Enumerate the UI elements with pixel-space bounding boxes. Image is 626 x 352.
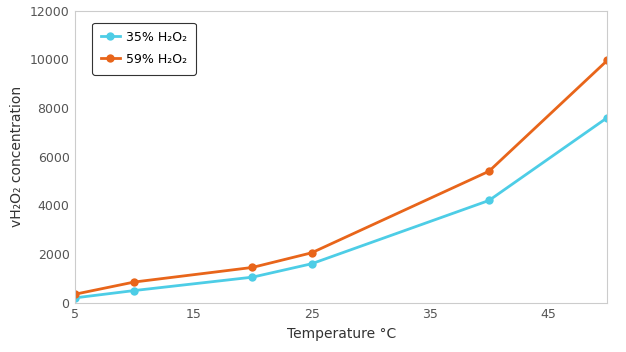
59% H₂O₂ (603, 58, 611, 63)
59% H₂O₂ (130, 280, 138, 284)
Legend: 35% H₂O₂, 59% H₂O₂: 35% H₂O₂, 59% H₂O₂ (92, 23, 196, 75)
35% H₂O₂ (71, 296, 79, 300)
35% H₂O₂ (485, 199, 493, 203)
Y-axis label: vH₂O₂ concentration: vH₂O₂ concentration (10, 86, 24, 227)
Line: 35% H₂O₂: 35% H₂O₂ (71, 113, 612, 302)
X-axis label: Temperature °C: Temperature °C (287, 327, 396, 341)
35% H₂O₂ (603, 115, 611, 120)
35% H₂O₂ (130, 288, 138, 293)
35% H₂O₂ (249, 275, 256, 279)
35% H₂O₂ (308, 262, 316, 266)
Line: 59% H₂O₂: 59% H₂O₂ (71, 56, 612, 298)
59% H₂O₂ (249, 265, 256, 270)
59% H₂O₂ (485, 169, 493, 174)
59% H₂O₂ (308, 251, 316, 255)
59% H₂O₂ (71, 292, 79, 296)
